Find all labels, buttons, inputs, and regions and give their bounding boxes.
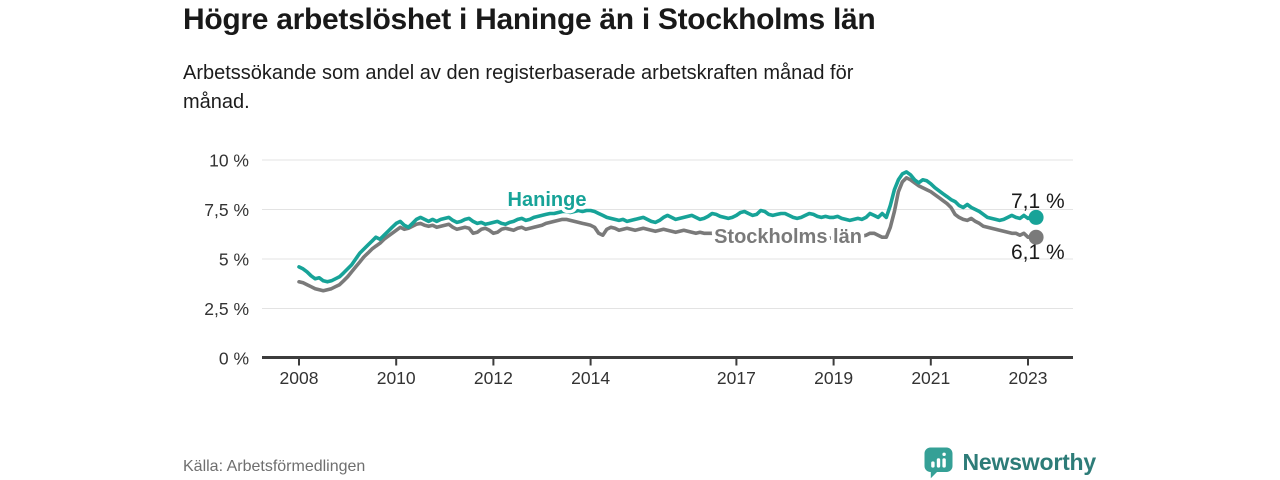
x-tick-label-2012: 2012 <box>474 368 513 388</box>
newsworthy-logo[interactable]: Newsworthy <box>923 445 1096 479</box>
end-value-haninge: 7,1 % <box>1011 190 1065 213</box>
end-value-stockholms-lan: 6,1 % <box>1011 241 1065 264</box>
newsworthy-wordmark: Newsworthy <box>962 448 1097 475</box>
x-tick-label-2010: 2010 <box>377 368 416 388</box>
y-tick-label-10: 10 % <box>209 151 249 171</box>
y-tick-label-7-5: 7,5 % <box>204 200 249 220</box>
x-tick-label-2019: 2019 <box>814 368 853 388</box>
x-tick-label-2014: 2014 <box>571 368 610 388</box>
series-label-stockholms-lan: Stockholms län <box>714 226 862 248</box>
series-line-haninge <box>297 170 1038 284</box>
chart-subtitle-line1: Arbetssökande som andel av den registerb… <box>183 62 854 84</box>
x-tick-label-2023: 2023 <box>1009 368 1048 388</box>
y-tick-label-5: 5 % <box>219 250 249 270</box>
end-dot-haninge <box>1028 209 1044 225</box>
bar-chart-bar-2 <box>936 457 940 468</box>
y-tick-label-2-5: 2,5 % <box>204 299 249 319</box>
y-tick-label-0: 0 % <box>219 349 249 369</box>
bar-chart-dot <box>941 452 946 456</box>
chart-subtitle-line2: månad. <box>183 91 250 113</box>
end-dot-stockholms-lan <box>1028 229 1044 245</box>
bar-chart-bar-1 <box>930 460 935 468</box>
x-tick-label-2017: 2017 <box>717 368 756 388</box>
chart-subtitle: Arbetssökande som andel av den registerb… <box>183 59 1083 117</box>
chart-title: Högre arbetslöshet i Haninge än i Stockh… <box>183 3 876 36</box>
series-line-stockholms-lan <box>297 176 1038 293</box>
bar-chart-bar-3 <box>941 457 946 468</box>
x-tick-label-2008: 2008 <box>280 368 319 388</box>
series-label-haninge: Haninge <box>508 189 587 211</box>
newsworthy-icon <box>924 447 953 478</box>
source-note: Källa: Arbetsförmedlingen <box>183 458 366 475</box>
x-tick-label-2021: 2021 <box>911 368 950 388</box>
